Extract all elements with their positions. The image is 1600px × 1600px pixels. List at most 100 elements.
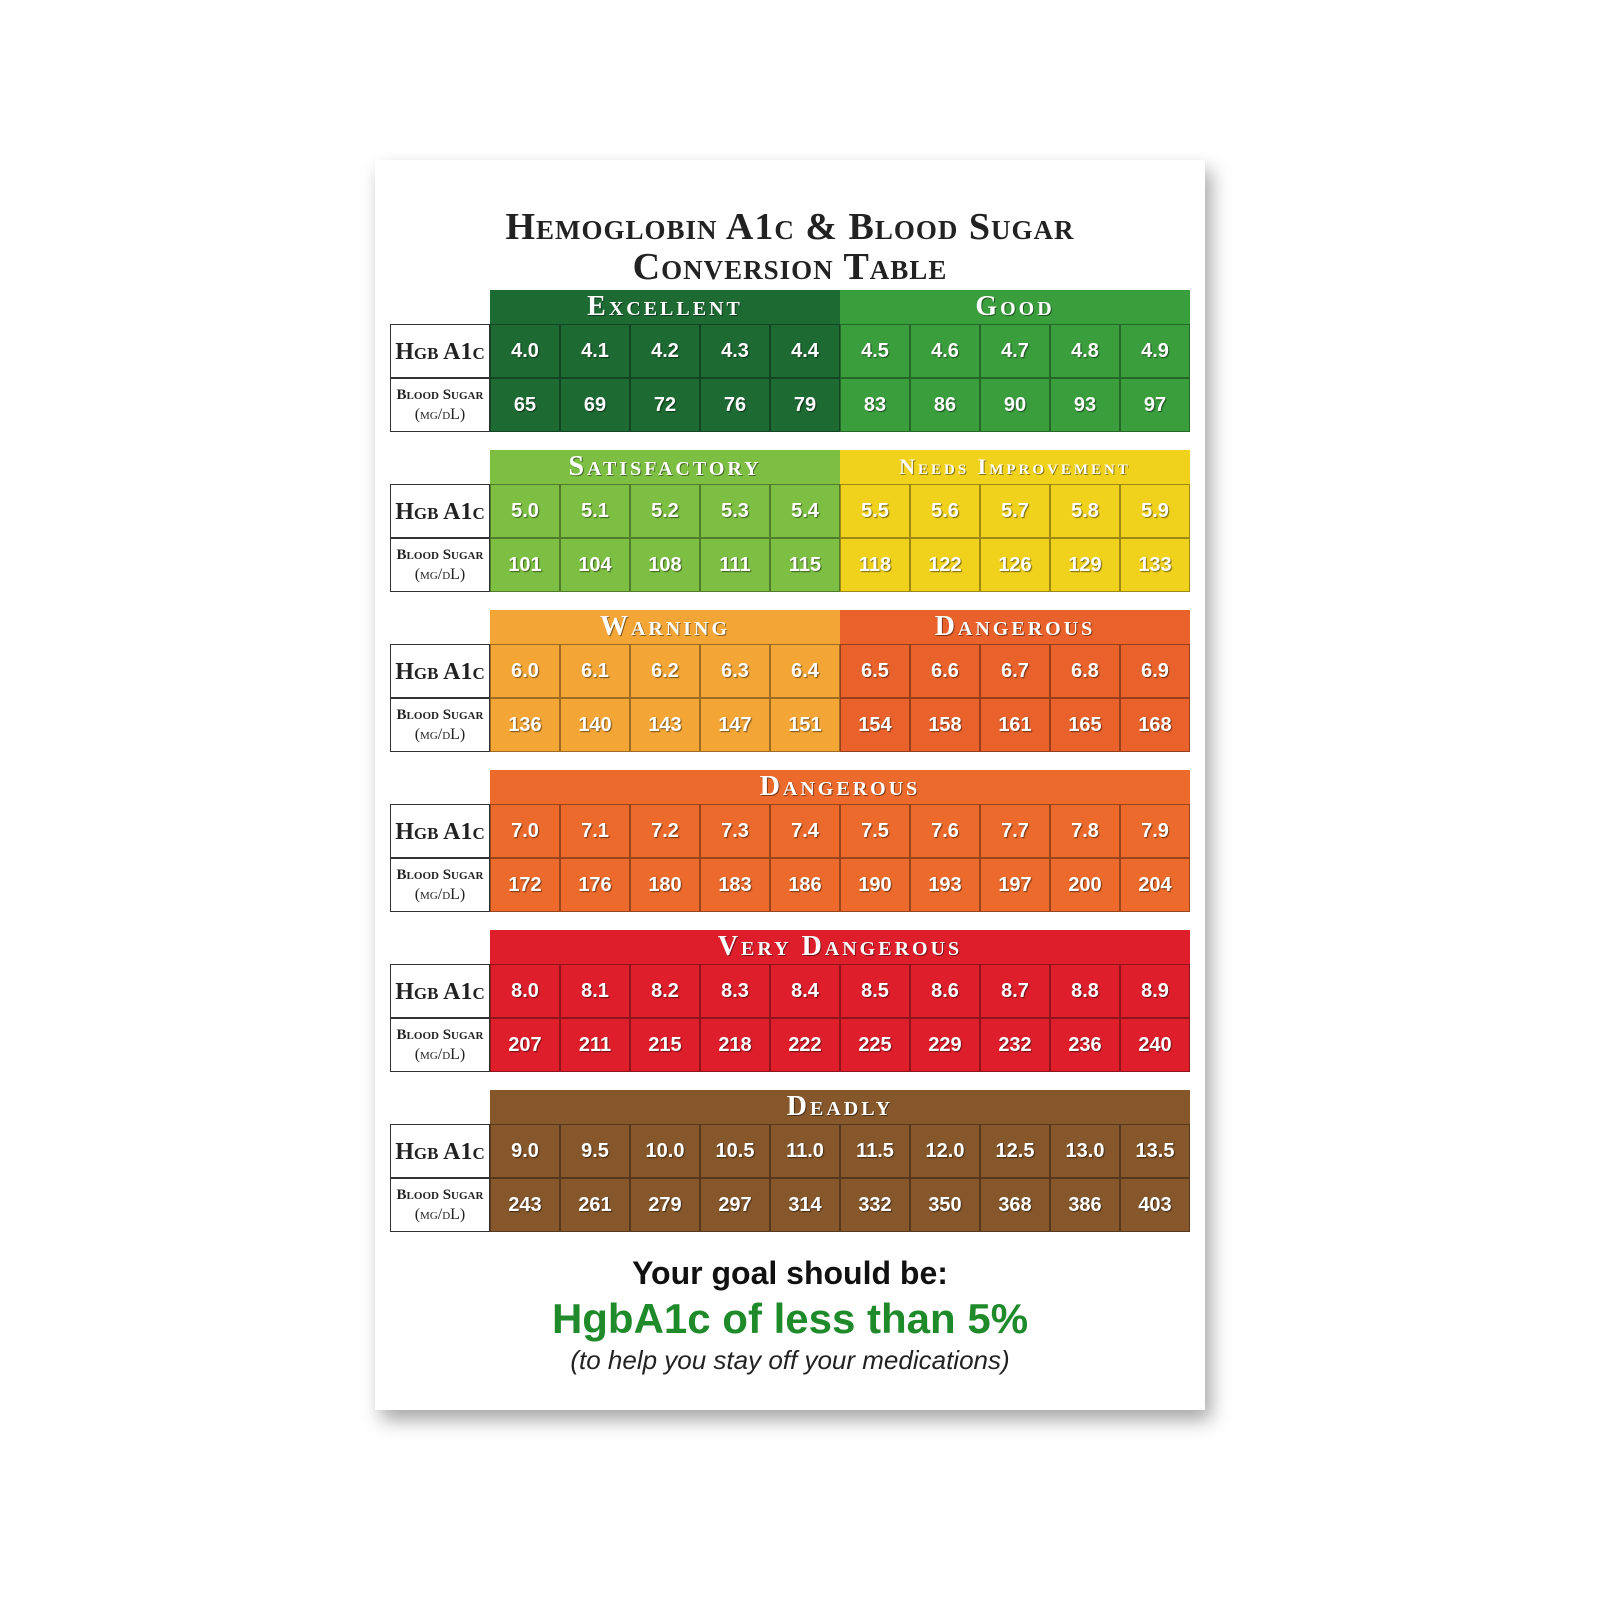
- hgb-cell: 11.5: [840, 1124, 910, 1178]
- row-label-text: Blood Sugar: [396, 387, 484, 403]
- sugar-cell: 279: [630, 1178, 700, 1232]
- row-label-text: Blood Sugar: [396, 1027, 484, 1043]
- row-label: Blood Sugar (mg/dL): [390, 378, 490, 432]
- hgb-cell: 8.0: [490, 964, 560, 1018]
- hgb-cell: 6.8: [1050, 644, 1120, 698]
- sugar-cell: 111: [700, 538, 770, 592]
- sugar-cell: 261: [560, 1178, 630, 1232]
- sugar-cell: 172: [490, 858, 560, 912]
- hgb-cell: 6.3: [700, 644, 770, 698]
- hgb-cell: 6.5: [840, 644, 910, 698]
- hgb-cell: 7.2: [630, 804, 700, 858]
- hgb-cell: 8.9: [1120, 964, 1190, 1018]
- sugar-cell: 97: [1120, 378, 1190, 432]
- sugar-cell: 240: [1120, 1018, 1190, 1072]
- sugar-cell: 180: [630, 858, 700, 912]
- hgb-cell: 4.8: [1050, 324, 1120, 378]
- hgb-cell: 4.1: [560, 324, 630, 378]
- hgb-cell: 10.5: [700, 1124, 770, 1178]
- hgb-cell: 5.2: [630, 484, 700, 538]
- goal-intro: Your goal should be:: [632, 1255, 948, 1291]
- sugar-cell: 90: [980, 378, 1050, 432]
- sugar-cell: 186: [770, 858, 840, 912]
- sugar-cell: 126: [980, 538, 1050, 592]
- hgb-cell: 6.9: [1120, 644, 1190, 698]
- sugar-cell: 140: [560, 698, 630, 752]
- row-label-unit: (mg/dL): [414, 1206, 466, 1223]
- goal-target: HgbA1c of less than 5%: [551, 1295, 1029, 1342]
- hgb-cell: 4.4: [770, 324, 840, 378]
- hgb-cell: 4.0: [490, 324, 560, 378]
- sugar-cell: 161: [980, 698, 1050, 752]
- sugar-cell: 386: [1050, 1178, 1120, 1232]
- sugar-cell: 222: [770, 1018, 840, 1072]
- sugar-cell: 69: [560, 378, 630, 432]
- group-header: Needs Improvement: [840, 450, 1190, 484]
- sugar-cell: 122: [910, 538, 980, 592]
- group-header: Very Dangerous: [490, 930, 1190, 964]
- group-header: Good: [840, 290, 1190, 324]
- title: Hemoglobin A1c & Blood Sugar: [505, 206, 1075, 248]
- hgb-cell: 7.4: [770, 804, 840, 858]
- sugar-cell: 93: [1050, 378, 1120, 432]
- sugar-cell: 154: [840, 698, 910, 752]
- hgb-cell: 8.6: [910, 964, 980, 1018]
- row-label-text: Blood Sugar: [396, 867, 484, 883]
- row-label-unit: (mg/dL): [414, 566, 466, 583]
- group-header: Satisfactory: [490, 450, 840, 484]
- group-header: Warning: [490, 610, 840, 644]
- hgb-cell: 13.5: [1120, 1124, 1190, 1178]
- hgb-cell: 7.1: [560, 804, 630, 858]
- hgb-cell: 8.1: [560, 964, 630, 1018]
- row-label: Blood Sugar (mg/dL): [390, 1178, 490, 1232]
- group-header: Dangerous: [840, 610, 1190, 644]
- sugar-cell: 65: [490, 378, 560, 432]
- hgb-cell: 4.7: [980, 324, 1050, 378]
- hgb-cell: 7.5: [840, 804, 910, 858]
- row-label: Hgb A1c: [390, 644, 490, 698]
- hgb-cell: 9.0: [490, 1124, 560, 1178]
- sugar-cell: 236: [1050, 1018, 1120, 1072]
- hgb-cell: 6.1: [560, 644, 630, 698]
- row-label-unit: (mg/dL): [414, 406, 466, 423]
- sugar-cell: 158: [910, 698, 980, 752]
- row-label-text: Blood Sugar: [396, 1187, 484, 1203]
- sugar-cell: 225: [840, 1018, 910, 1072]
- sugar-cell: 86: [910, 378, 980, 432]
- hgb-cell: 8.8: [1050, 964, 1120, 1018]
- title: Conversion Table: [632, 246, 948, 288]
- group-header: Dangerous: [490, 770, 1190, 804]
- row-label: Hgb A1c: [390, 324, 490, 378]
- sugar-cell: 83: [840, 378, 910, 432]
- sugar-cell: 147: [700, 698, 770, 752]
- sugar-cell: 200: [1050, 858, 1120, 912]
- hgb-cell: 10.0: [630, 1124, 700, 1178]
- sugar-cell: 215: [630, 1018, 700, 1072]
- row-label: Hgb A1c: [390, 1124, 490, 1178]
- hgb-cell: 7.3: [700, 804, 770, 858]
- hgb-cell: 8.5: [840, 964, 910, 1018]
- sugar-cell: 229: [910, 1018, 980, 1072]
- hgb-cell: 7.0: [490, 804, 560, 858]
- hgb-cell: 5.0: [490, 484, 560, 538]
- hgb-cell: 7.9: [1120, 804, 1190, 858]
- sugar-cell: 190: [840, 858, 910, 912]
- hgb-cell: 7.6: [910, 804, 980, 858]
- row-label: Blood Sugar (mg/dL): [390, 698, 490, 752]
- sugar-cell: 108: [630, 538, 700, 592]
- sugar-cell: 197: [980, 858, 1050, 912]
- sugar-cell: 168: [1120, 698, 1190, 752]
- sugar-cell: 118: [840, 538, 910, 592]
- sugar-cell: 403: [1120, 1178, 1190, 1232]
- row-label-text: Blood Sugar: [396, 707, 484, 723]
- sugar-cell: 72: [630, 378, 700, 432]
- sugar-cell: 211: [560, 1018, 630, 1072]
- sugar-cell: 232: [980, 1018, 1050, 1072]
- sugar-cell: 218: [700, 1018, 770, 1072]
- sugar-cell: 115: [770, 538, 840, 592]
- sugar-cell: 332: [840, 1178, 910, 1232]
- hgb-cell: 5.1: [560, 484, 630, 538]
- hgb-cell: 5.8: [1050, 484, 1120, 538]
- sugar-cell: 207: [490, 1018, 560, 1072]
- hgb-cell: 5.7: [980, 484, 1050, 538]
